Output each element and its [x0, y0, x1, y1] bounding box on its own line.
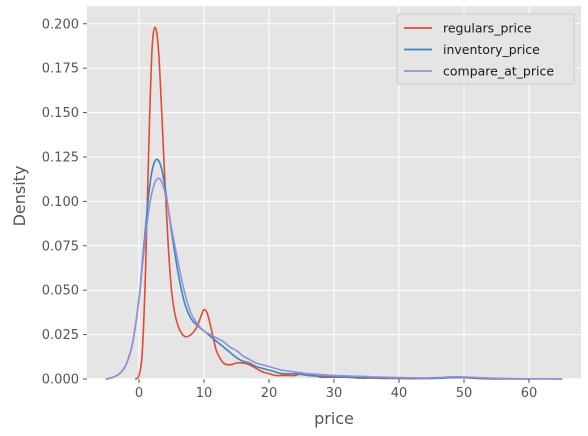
x-tick-label: 50 [456, 386, 473, 401]
y-tick-label: 0.050 [42, 284, 79, 299]
y-tick-label: 0.200 [42, 17, 79, 32]
y-tick-label: 0.075 [42, 239, 79, 254]
y-tick-label: 0.000 [42, 373, 79, 388]
x-tick-label: 20 [261, 386, 278, 401]
y-tick-label: 0.100 [42, 195, 79, 210]
grid-lines [87, 6, 581, 380]
y-tick-label: 0.150 [42, 106, 79, 121]
x-axis-label: price [314, 409, 354, 428]
legend-box [396, 13, 575, 85]
series-line-inventory-price [105, 158, 563, 380]
legend-label: compare_at_price [443, 64, 554, 79]
x-tick-label: 10 [196, 386, 213, 401]
legend-label: regulars_price [443, 21, 532, 36]
x-tick-label: 40 [391, 386, 408, 401]
x-tick-label: 30 [326, 386, 343, 401]
y-tick-label: 0.125 [42, 150, 79, 165]
x-ticks: 0 10 20 30 40 50 60 [135, 379, 537, 401]
x-tick-label: 60 [521, 386, 538, 401]
legend: regulars_price inventory_price compare_at_… [396, 13, 575, 85]
y-tick-label: 0.025 [42, 328, 79, 343]
legend-label: inventory_price [443, 42, 540, 57]
series-line-compare-at-price [105, 177, 563, 380]
y-axis-label: Density [10, 166, 29, 227]
y-ticks: 0.000 0.025 0.050 0.075 0.100 0.125 0.150 0.175… [42, 17, 87, 388]
density-curves [105, 26, 563, 380]
y-tick-label: 0.175 [42, 62, 79, 77]
x-tick-label: 0 [135, 386, 143, 401]
